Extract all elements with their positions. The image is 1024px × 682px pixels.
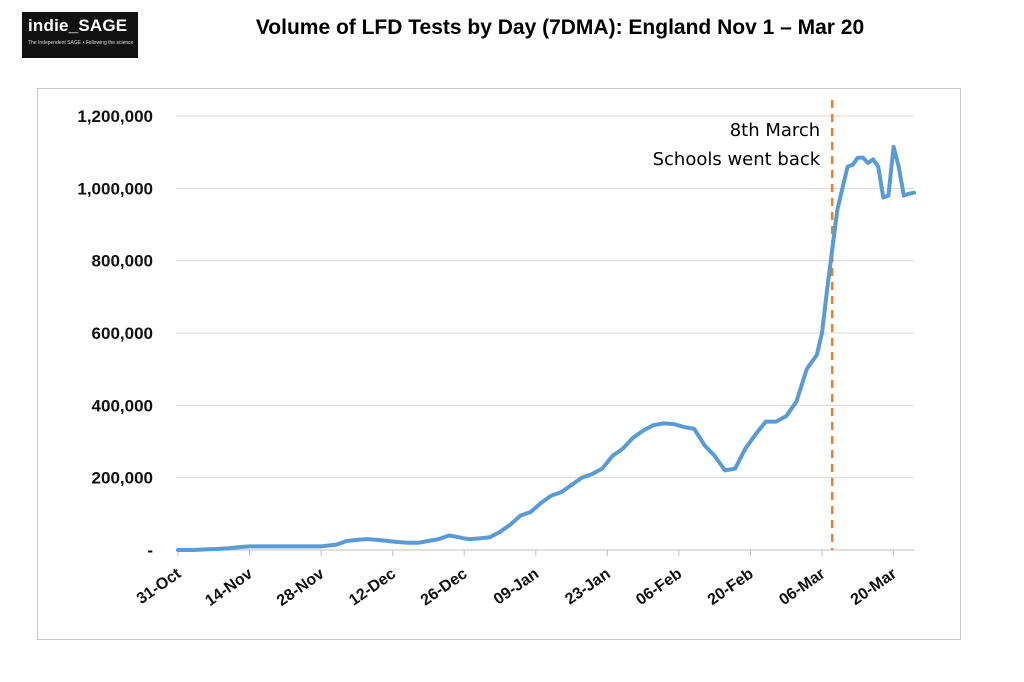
indie-sage-logo: indie_SAGE The Independent SAGE • Follow… — [22, 12, 138, 58]
annotation-text: 8th March — [730, 120, 821, 141]
x-tick-label: 12-Dec — [346, 565, 399, 609]
y-tick-label: 1,200,000 — [77, 107, 153, 126]
y-tick-label: 1,000,000 — [77, 179, 153, 198]
x-tick-label: 20-Mar — [848, 565, 900, 609]
x-tick-label: 09-Jan — [491, 565, 542, 608]
x-tick-label: 23-Jan — [562, 565, 613, 608]
x-tick-label: 28-Nov — [274, 565, 328, 610]
y-tick-label: 200,000 — [92, 469, 153, 488]
chart-title: Volume of LFD Tests by Day (7DMA): Engla… — [255, 16, 865, 39]
series-line-lfd-tests — [176, 144, 916, 552]
y-tick-label: 400,000 — [92, 396, 153, 415]
logo-name: indie_SAGE — [28, 16, 128, 35]
y-tick-label: 800,000 — [92, 252, 153, 271]
y-tick-label: 600,000 — [92, 324, 153, 343]
x-tick-label: 06-Feb — [633, 565, 685, 609]
annotation-text: Schools went back — [653, 149, 821, 170]
chart-frame — [37, 88, 961, 640]
y-tick-label: - — [147, 541, 153, 560]
x-tick-label: 26-Dec — [418, 565, 471, 609]
x-tick-label: 31-Oct — [134, 565, 185, 608]
x-tick-label: 06-Mar — [776, 565, 828, 609]
x-tick-label: 14-Nov — [202, 565, 256, 610]
x-tick-label: 20-Feb — [705, 565, 757, 609]
logo-tagline: The Independent SAGE • Following the sci… — [28, 40, 134, 46]
